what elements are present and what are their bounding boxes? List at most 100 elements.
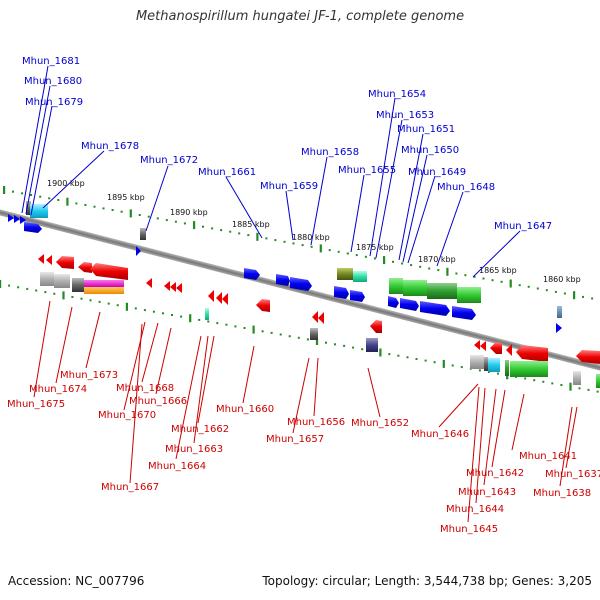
- ruler-dot: [120, 210, 123, 213]
- ruler-dot: [21, 192, 24, 195]
- ruler-dot: [560, 384, 563, 386]
- forward-gene-marker: [350, 290, 365, 302]
- ruler-tracks: [0, 186, 599, 393]
- gene-label: Mhun_1663: [165, 444, 223, 455]
- ruler-dot: [93, 205, 96, 208]
- forward-gene-marker: [457, 287, 481, 303]
- genome-backbone: [0, 191, 600, 389]
- kbp-label: 1860 kbp: [543, 275, 581, 284]
- reverse-gene-marker: [480, 341, 486, 351]
- kbp-label: 1880 kbp: [292, 233, 330, 242]
- ruler-dot: [12, 190, 14, 193]
- ruler-dot: [337, 250, 340, 253]
- ruler-dot: [301, 244, 304, 247]
- ruler-dot: [343, 344, 346, 347]
- reverse-gene-marker: [205, 308, 209, 320]
- forward-gene-marker: [400, 298, 419, 311]
- reverse-gene-marker: [470, 355, 484, 369]
- ruler-dot: [26, 287, 29, 290]
- forward-gene-marker: [136, 246, 141, 256]
- ruler-dot: [265, 237, 268, 240]
- ruler-dot: [57, 199, 60, 201]
- ruler-dot: [554, 290, 557, 293]
- ruler-dot: [274, 239, 277, 242]
- ruler-dot: [152, 310, 155, 313]
- gene-label: Mhun_1680: [24, 76, 82, 87]
- reverse-labels: Mhun_1673 Mhun_1674 Mhun_1675 Mhun_1668 …: [7, 370, 600, 535]
- kbp-labels: 1900 kbp 1895 kbp 1890 kbp 1885 kbp 1880…: [47, 179, 581, 284]
- gene-label: Mhun_1672: [140, 155, 198, 166]
- ruler-dot: [147, 215, 150, 218]
- gene-label: Mhun_1674: [29, 384, 87, 395]
- ruler-dot: [464, 274, 467, 277]
- ruler-dot: [98, 300, 101, 303]
- ruler-dot: [243, 327, 246, 329]
- forward-gene-marker: [140, 228, 146, 240]
- ruler-major-tick: [319, 244, 322, 253]
- reverse-gene-marker: [84, 287, 124, 294]
- reverse-gene-marker: [46, 255, 52, 265]
- ruler-major-tick: [569, 382, 572, 391]
- ruler-major-tick: [189, 314, 192, 323]
- gene-label: Mhun_1644: [446, 504, 504, 515]
- gene-label: Mhun_1666: [129, 396, 187, 407]
- ruler-major-tick: [62, 291, 65, 300]
- ruler-dot: [306, 338, 309, 341]
- reverse-gene-marker: [84, 280, 124, 287]
- ruler-dot: [134, 307, 137, 310]
- ruler-dot: [551, 382, 554, 385]
- forward-gene-marker: [556, 323, 562, 333]
- accession-text: Accession: NC_007796: [8, 574, 145, 588]
- summary-text: Topology: circular; Length: 3,544,738 bp…: [262, 574, 592, 588]
- ruler-dot: [587, 388, 590, 391]
- gene-label: Mhun_1661: [198, 167, 256, 178]
- reverse-gene-marker: [170, 282, 176, 292]
- reverse-gene-marker: [216, 292, 222, 304]
- ruler-major-tick: [573, 291, 576, 300]
- forward-gene-marker: [388, 296, 399, 308]
- ruler-dot: [460, 366, 463, 369]
- kbp-label: 1865 kbp: [479, 266, 517, 275]
- forward-gene-marker: [26, 201, 31, 215]
- ruler-dot: [183, 222, 186, 225]
- gene-label: Mhun_1655: [338, 165, 396, 176]
- ruler-dot: [143, 309, 146, 312]
- ruler-dot: [207, 320, 210, 323]
- ruler-dot: [270, 331, 273, 334]
- gene-label: Mhun_1678: [81, 141, 139, 152]
- ruler-dot: [563, 292, 566, 295]
- reverse-gene-marker: [78, 262, 92, 273]
- ruler-dot: [591, 297, 594, 300]
- ruler-dot: [497, 372, 499, 375]
- ruler-dot: [397, 354, 400, 357]
- ruler-dot: [165, 219, 168, 222]
- ruler-dot: [352, 346, 355, 349]
- ruler-dot: [518, 284, 521, 287]
- ruler-dot: [415, 358, 418, 360]
- ruler-dot: [89, 299, 92, 302]
- ruler-dot: [84, 204, 87, 206]
- ruler-dot: [279, 333, 282, 336]
- ruler-major-tick: [509, 279, 512, 288]
- reverse-gene-marker: [366, 338, 378, 352]
- gene-label: Mhun_1641: [519, 451, 577, 462]
- ruler-dot: [234, 325, 237, 328]
- ruler-dot: [433, 361, 436, 364]
- reverse-gene-marker: [56, 256, 74, 269]
- reverse-gene-marker: [505, 360, 509, 376]
- ruler-dot: [542, 380, 545, 383]
- reverse-gene-marker: [318, 312, 324, 324]
- ruler-dot: [325, 341, 327, 344]
- gene-label: Mhun_1662: [171, 424, 229, 435]
- gene-label: Mhun_1648: [437, 182, 495, 193]
- reverse-gene-marker: [146, 278, 152, 288]
- ruler-dot: [211, 227, 214, 230]
- gene-label: Mhun_1656: [287, 417, 345, 428]
- forward-gene-marker: [353, 271, 367, 282]
- ruler-dot: [455, 272, 458, 275]
- forward-gene-marker: [290, 277, 312, 291]
- gene-label: Mhun_1675: [7, 399, 65, 410]
- forward-gene-marker: [403, 280, 427, 296]
- gene-label: Mhun_1660: [216, 404, 274, 415]
- reverse-gene-marker: [516, 345, 548, 362]
